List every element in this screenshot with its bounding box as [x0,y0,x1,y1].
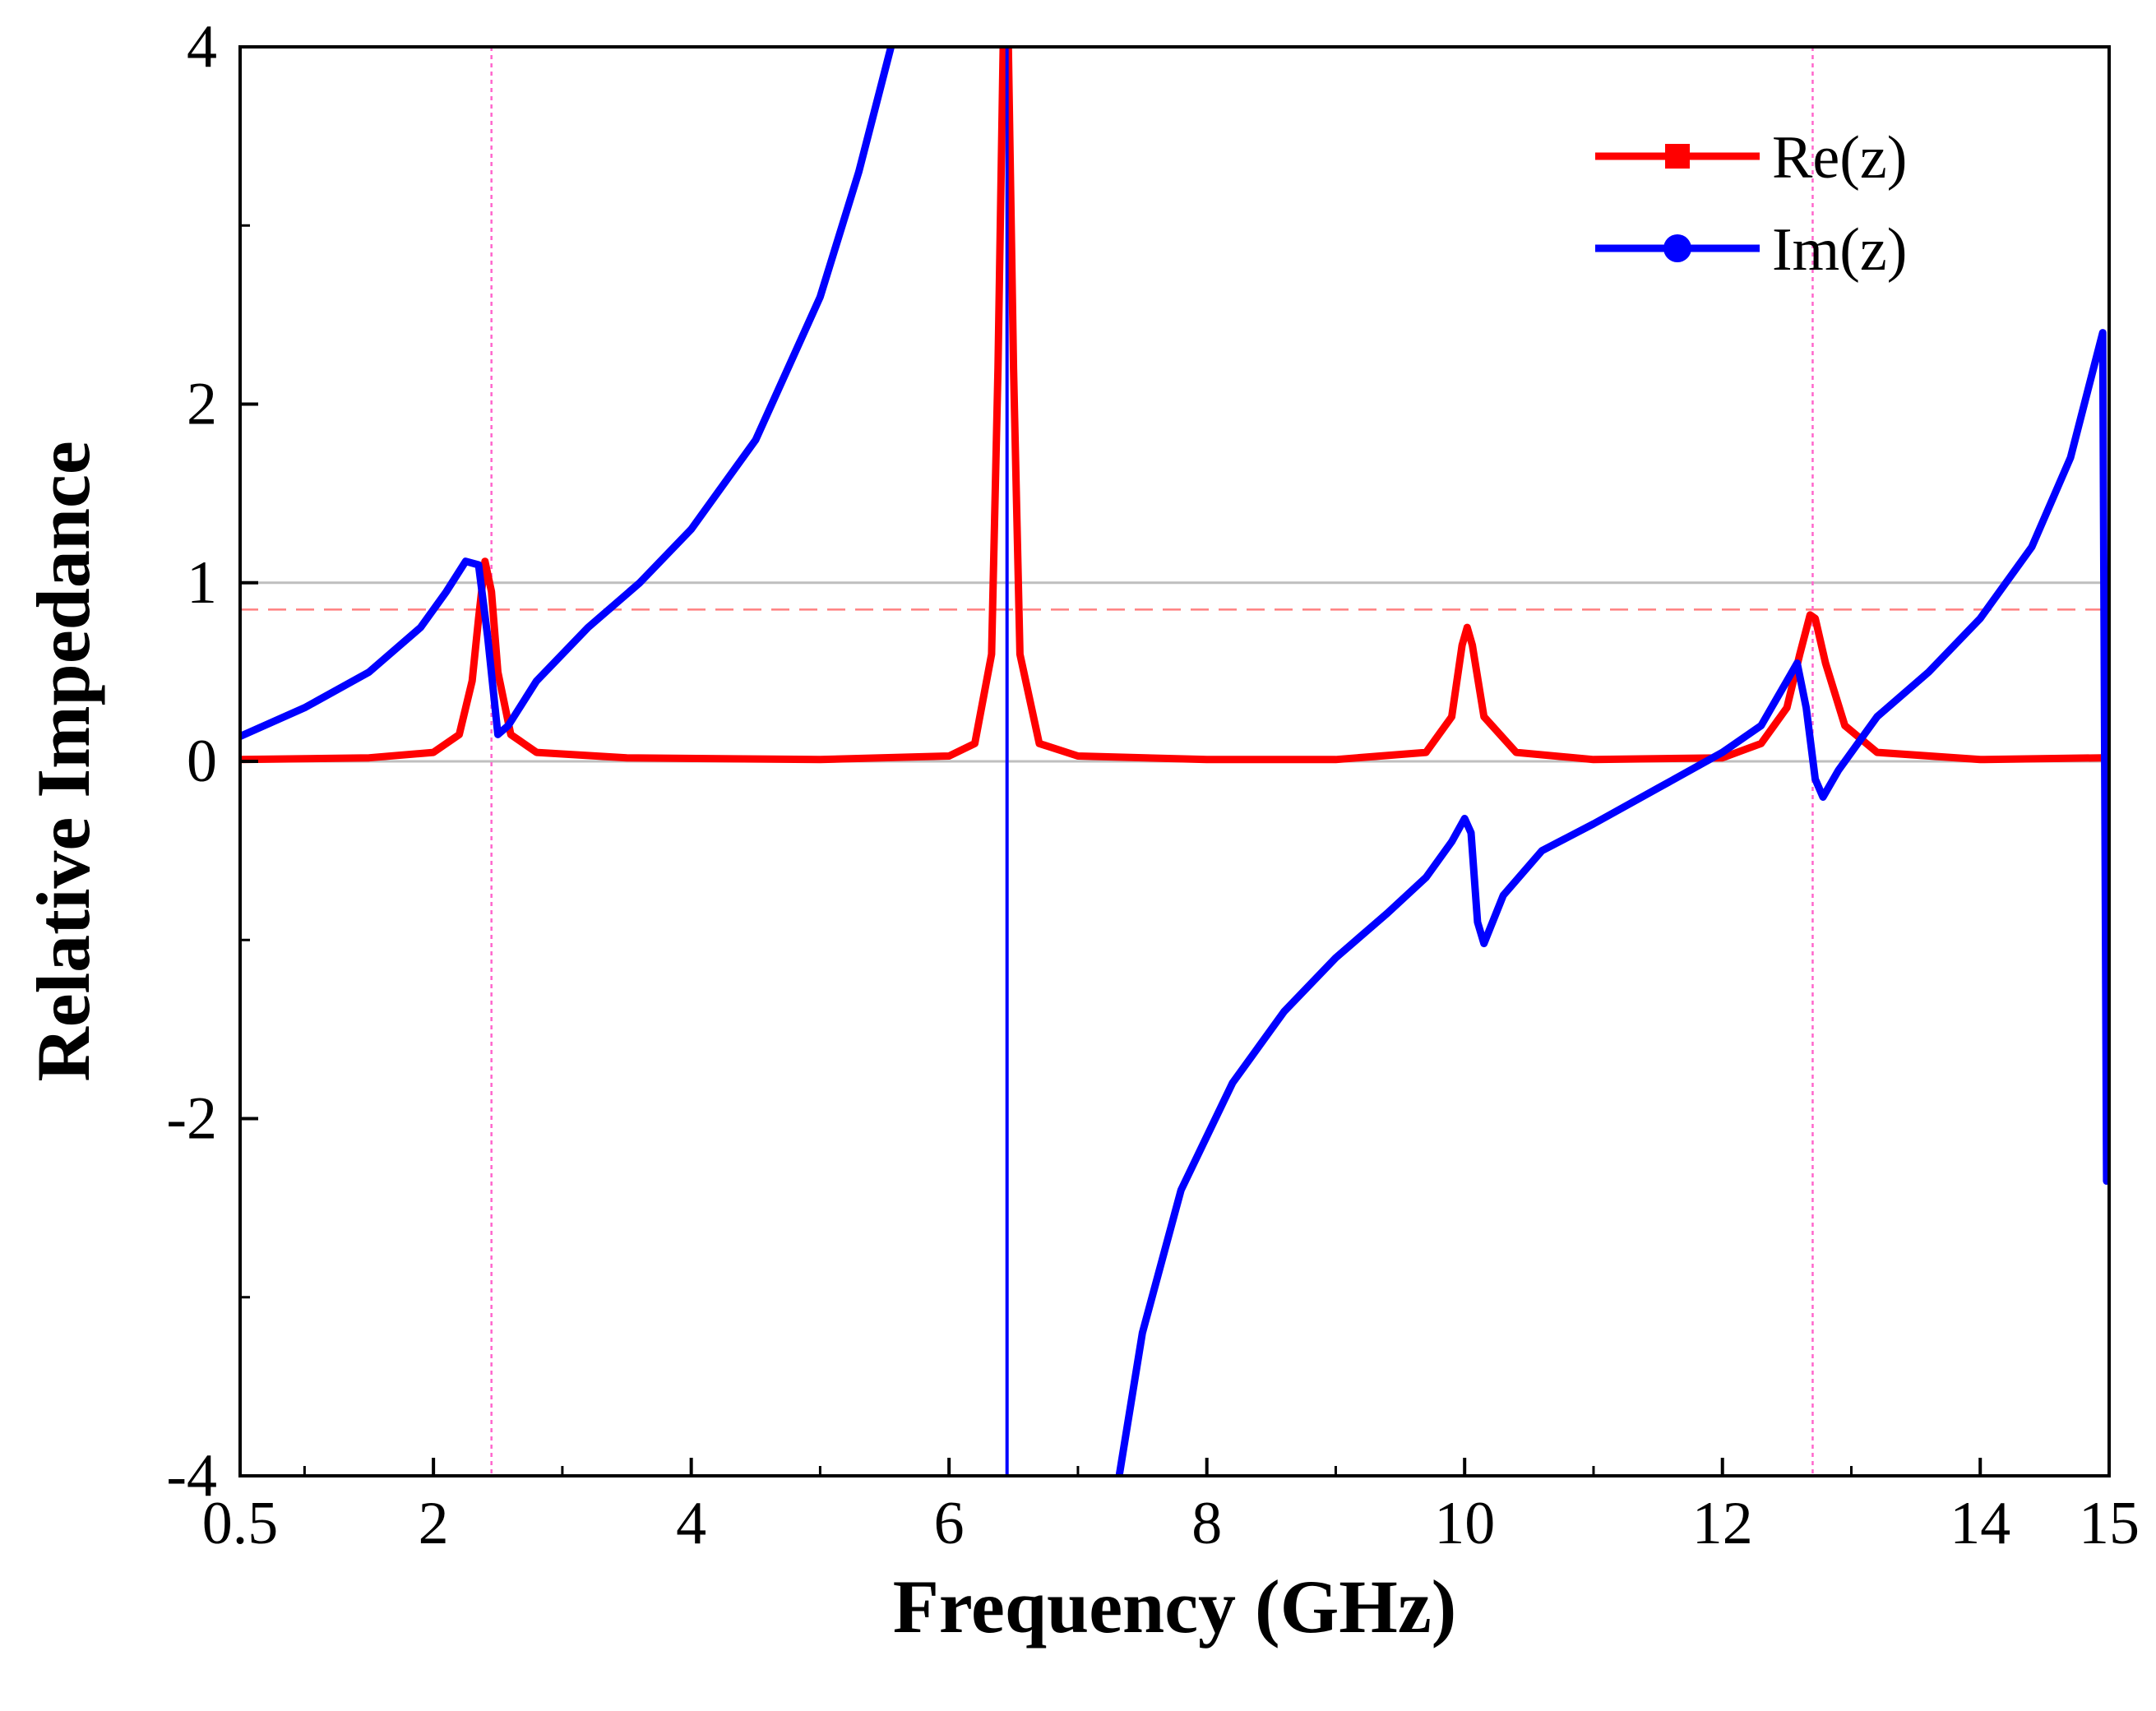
y-tick-label: 4 [187,13,217,81]
legend-marker-circle [1663,234,1691,262]
legend-item: Im(z) [1595,216,1907,284]
y-axis: -4 -2 0 1 2 4 [166,13,258,1510]
y-tick-label: -2 [166,1085,217,1153]
x-tick-label: 15 [2079,1490,2140,1557]
y-tick-label: 2 [187,371,217,438]
y-tick-label: 0 [187,728,217,795]
x-tick-label: 14 [1950,1490,2010,1557]
series-line-2-im [1115,329,2109,1476]
y-tick-label: -4 [166,1442,217,1510]
x-tick-label: 4 [676,1490,706,1557]
x-tick-label: 8 [1191,1490,1222,1557]
series-line-1-im [240,47,895,741]
x-tick-label: 10 [1434,1490,1495,1557]
x-axis-title: Frequency (GHz) [893,1565,1457,1649]
legend-label: Re(z) [1772,124,1907,192]
legend-marker-square [1665,144,1690,169]
legend-item: Re(z) [1595,124,1907,192]
x-tick-label: 0.5 [202,1490,279,1557]
x-tick-label: 6 [934,1490,965,1557]
series-layer [240,47,2109,1476]
plot-area [240,47,2109,1476]
x-tick-label: 2 [419,1490,449,1557]
legend-label: Im(z) [1772,216,1907,284]
x-tick-label: 12 [1692,1490,1753,1557]
x-axis: 0.5 2 4 6 8 10 12 14 15 [202,1458,2140,1557]
legend: Re(z) Im(z) [1595,124,1907,284]
y-tick-label: 1 [187,549,217,617]
y-axis-title: Relative Impedance [21,441,105,1081]
